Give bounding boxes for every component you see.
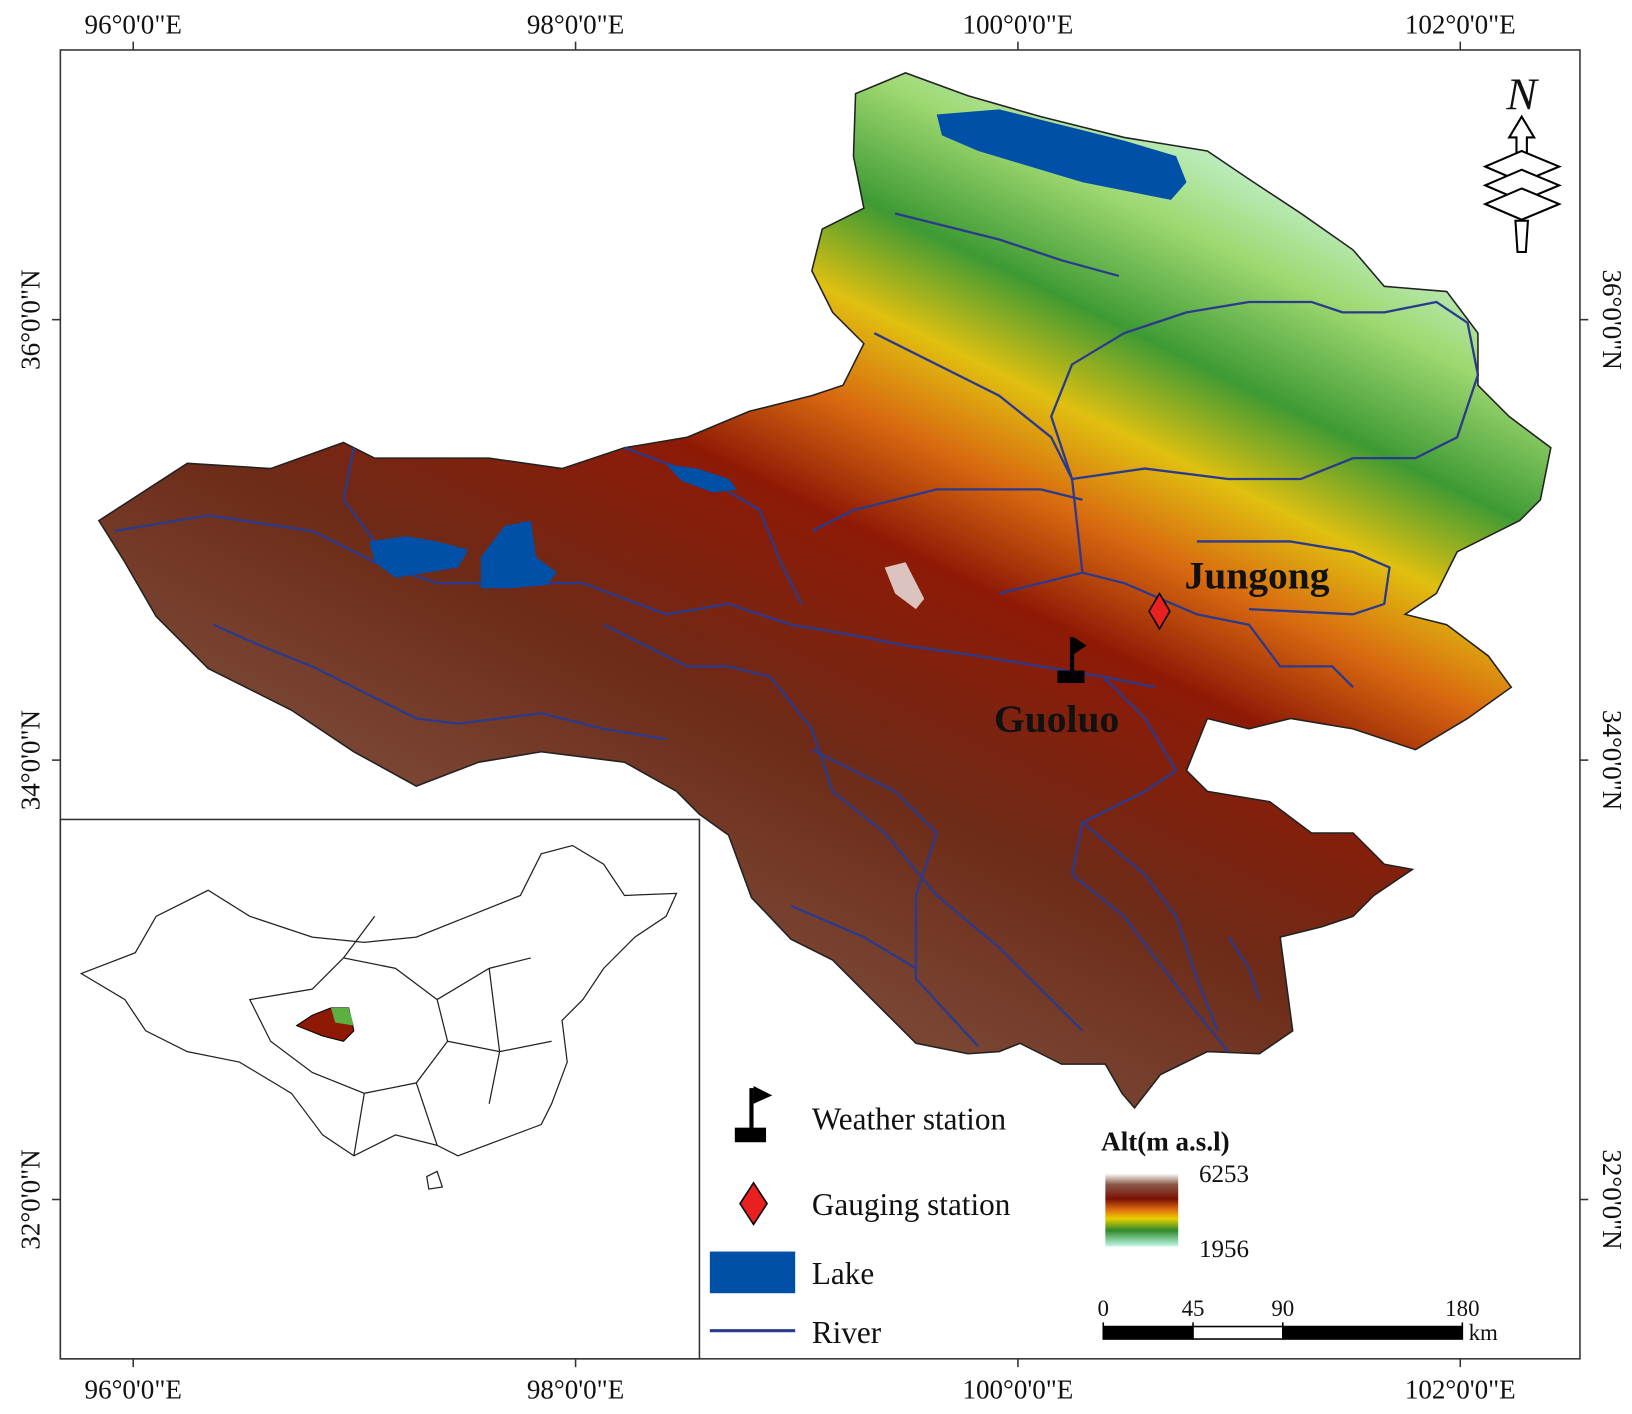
longitude-label: 102°0'0"E (1405, 1374, 1516, 1404)
longitude-label: 98°0'0"E (527, 9, 624, 39)
river (1070, 675, 1230, 1053)
rivers (114, 212, 1480, 1053)
longitude-label: 102°0'0"E (1405, 9, 1516, 39)
altitude-max: 6253 (1199, 1161, 1249, 1188)
legend-label: Lake (812, 1256, 874, 1291)
lake (936, 109, 1187, 200)
inset-basin-north (330, 1007, 354, 1026)
latitude-label: 36°0'0"N (16, 269, 46, 369)
scale-label: 0 (1098, 1296, 1109, 1321)
china-outline (79, 844, 678, 1157)
latitude-label: 34°0'0"N (1597, 710, 1627, 810)
longitude-label: 98°0'0"E (527, 1374, 624, 1404)
scale-segment (1102, 1325, 1194, 1340)
scale-label: 90 (1271, 1296, 1294, 1321)
station-label: Guoluo (994, 697, 1119, 741)
weather-station-marker (1057, 637, 1087, 684)
latitude-label: 36°0'0"N (1597, 269, 1627, 369)
scale-segment (1282, 1325, 1464, 1340)
legend-label: River (812, 1315, 882, 1350)
latitude-label: 32°0'0"N (16, 1149, 46, 1249)
altitude-colorbar (1105, 1173, 1179, 1247)
latitude-label: 32°0'0"N (1597, 1149, 1627, 1249)
longitude-label: 100°0'0"E (962, 1374, 1073, 1404)
latitude-label: 34°0'0"N (16, 710, 46, 810)
legend-gauging-symbol (739, 1181, 769, 1226)
legend-label: Weather station (812, 1102, 1007, 1137)
longitude-label: 96°0'0"E (85, 9, 182, 39)
river (1227, 936, 1261, 1000)
altitude-min: 1956 (1199, 1236, 1249, 1263)
river (894, 212, 1120, 278)
basin (97, 72, 1552, 1110)
lake (666, 464, 737, 493)
river (114, 514, 1156, 689)
province-borders (248, 957, 449, 1094)
river (873, 332, 1074, 480)
river (811, 488, 1083, 533)
inset-frame (59, 818, 701, 1360)
legend-lake-symbol (709, 1251, 796, 1294)
river (811, 748, 980, 1048)
river (1196, 540, 1391, 616)
lake (369, 536, 469, 578)
scale-label: 45 (1182, 1296, 1205, 1321)
lake (480, 520, 557, 589)
station-label: Jungong (1184, 553, 1329, 597)
river (1081, 821, 1219, 1032)
island (426, 1170, 444, 1190)
inset-china (79, 844, 678, 1190)
longitude-label: 100°0'0"E (962, 9, 1073, 39)
river (1050, 300, 1480, 573)
graticule-ticks (52, 41, 1589, 1368)
north-arrow (1482, 114, 1562, 254)
snow-peak (884, 562, 925, 610)
river (1071, 457, 1354, 481)
river (998, 571, 1354, 689)
legend-label: Gauging station (812, 1187, 1011, 1222)
north-label: N (1505, 68, 1539, 119)
scale-unit: km (1469, 1320, 1498, 1345)
province-borders (342, 915, 552, 1156)
river (342, 447, 376, 543)
river (603, 623, 1084, 1032)
river (212, 623, 667, 741)
gauging-station-marker (1148, 591, 1171, 631)
scale-label: 180 (1445, 1296, 1479, 1321)
river (790, 904, 917, 970)
legend-weather-symbol (734, 1086, 773, 1143)
altitude-title: Alt(m a.s.l) (1101, 1127, 1229, 1157)
longitude-label: 96°0'0"E (85, 1374, 182, 1404)
scale-segment (1192, 1325, 1284, 1340)
